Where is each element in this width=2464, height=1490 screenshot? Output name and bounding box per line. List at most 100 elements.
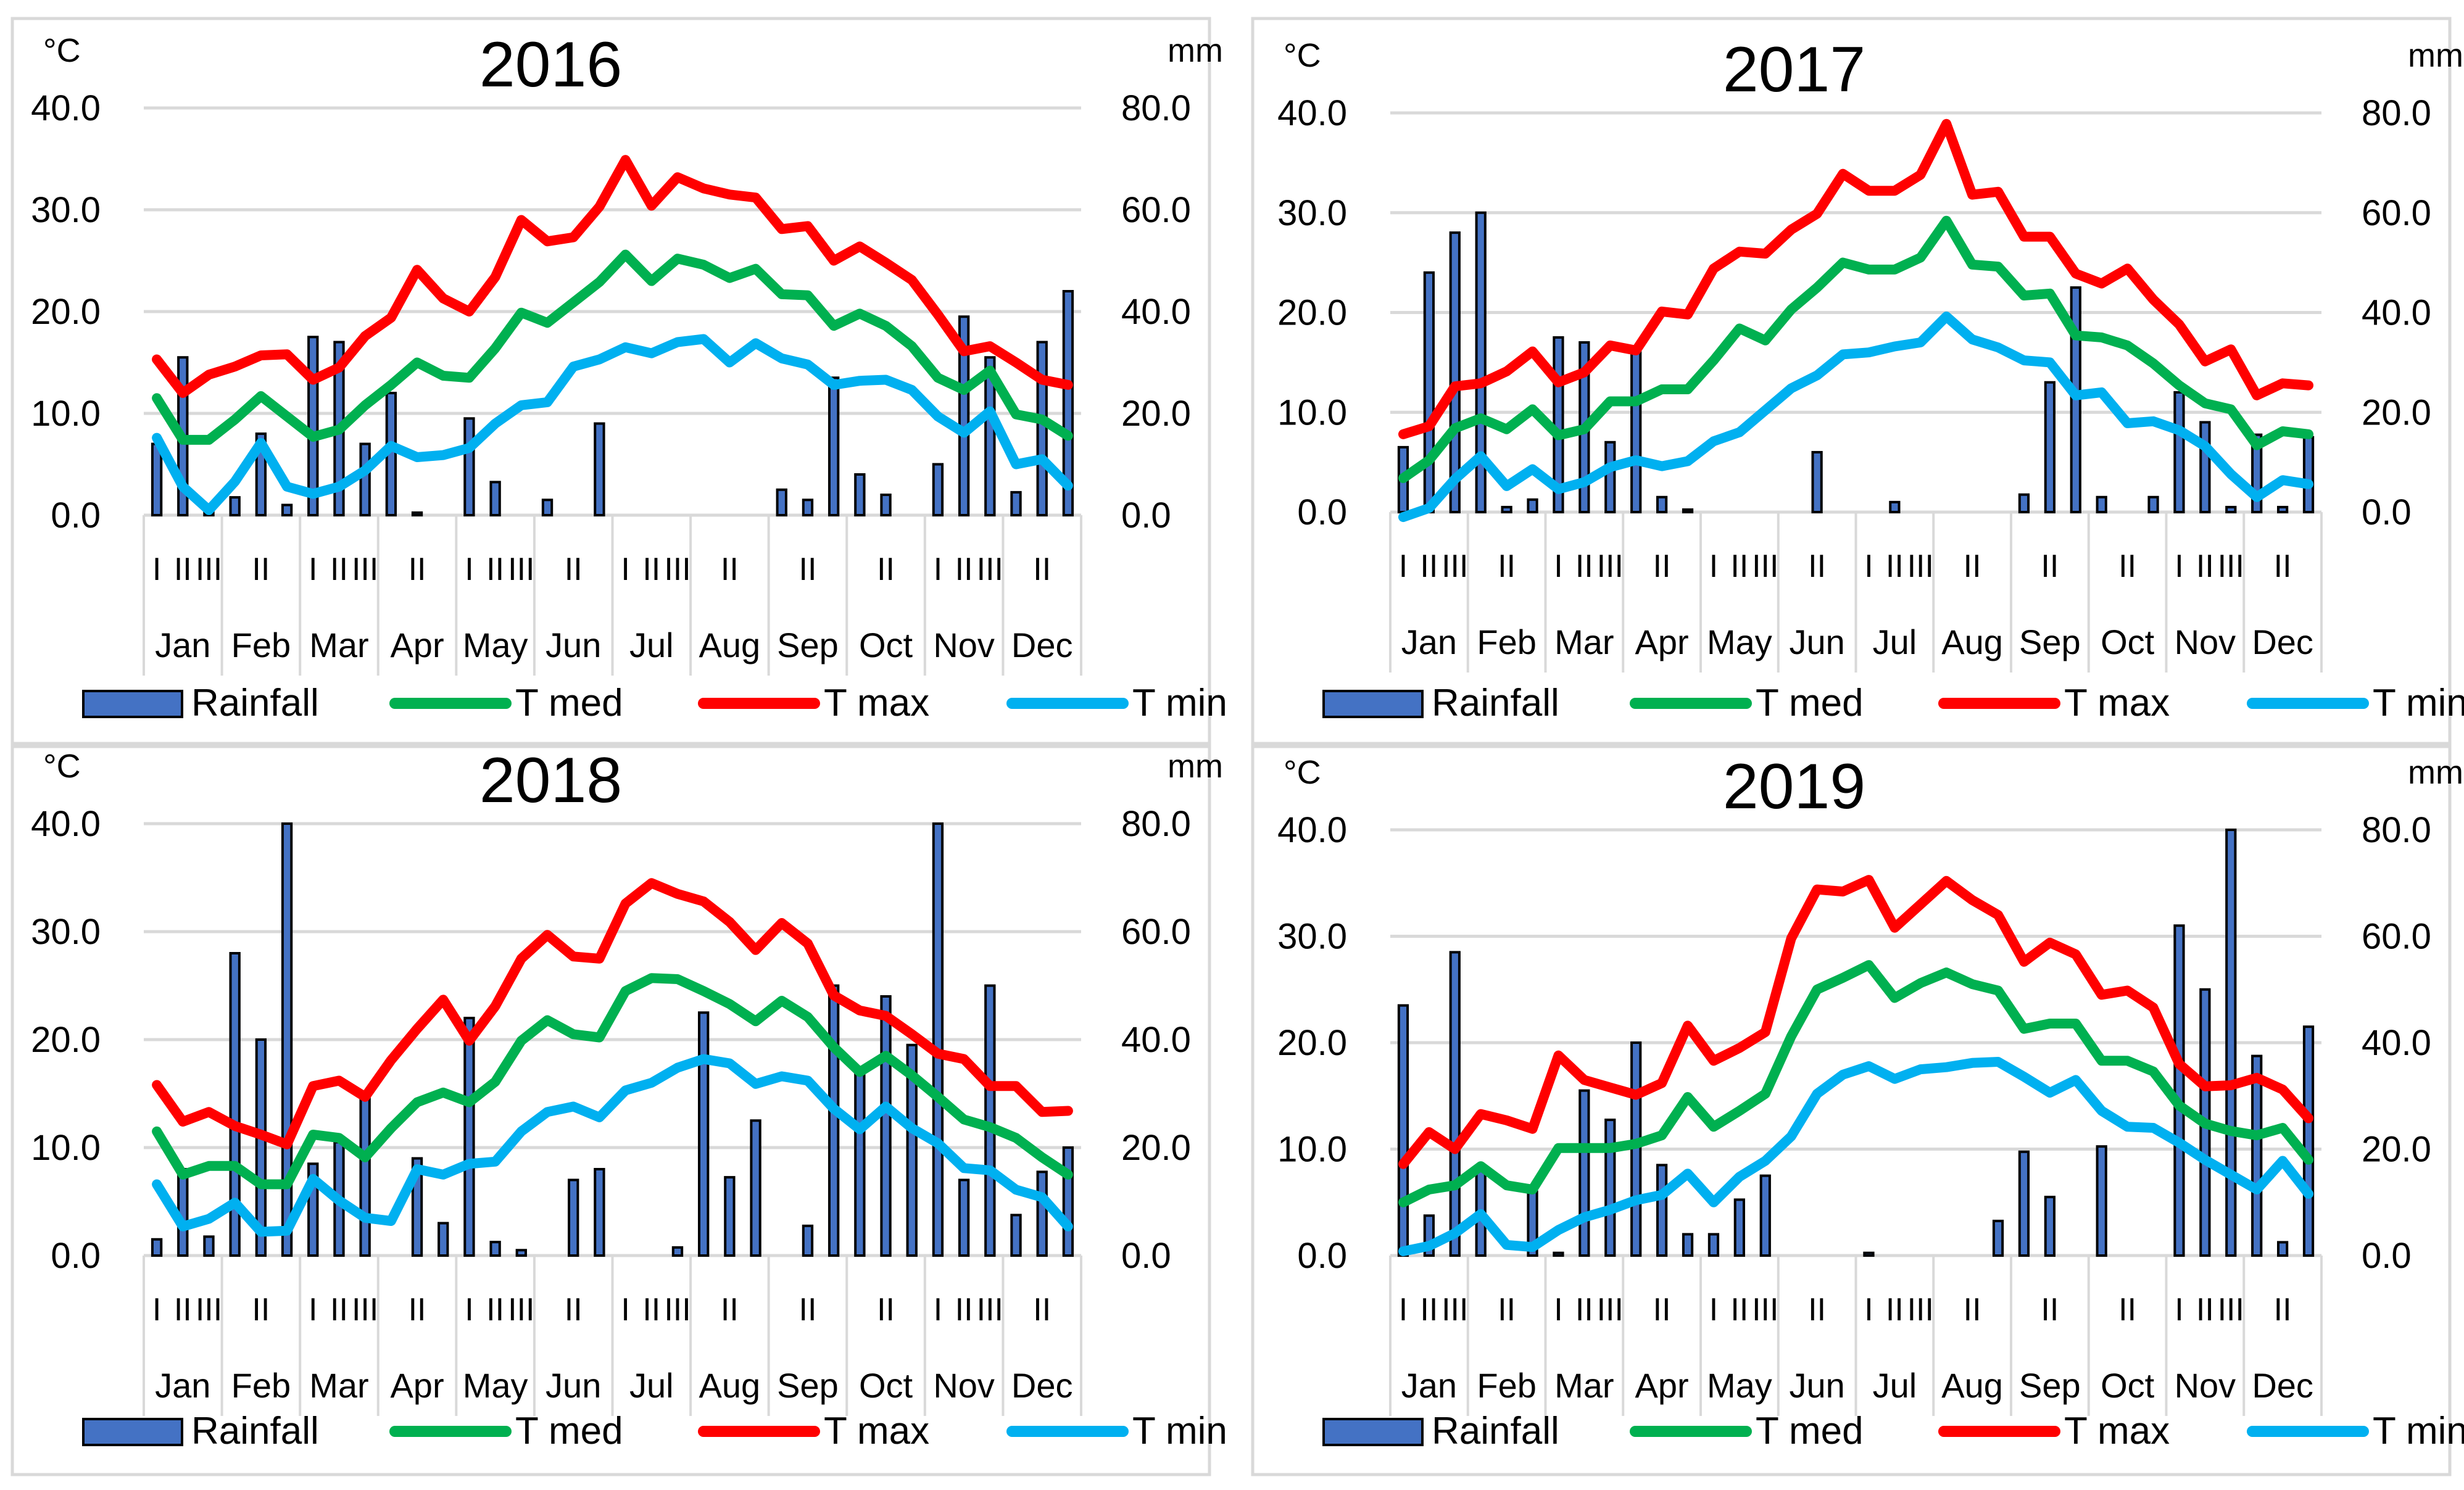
decade-label: II: [642, 552, 660, 587]
left-tick-label: 40.0: [31, 804, 101, 844]
month-label: Jun: [1789, 623, 1844, 661]
decade-label: II: [877, 1292, 895, 1328]
right-tick-label: 60.0: [2362, 193, 2431, 233]
decade-label: III: [977, 552, 1003, 587]
legend-label: T max: [824, 1410, 929, 1452]
right-tick-label: 40.0: [2362, 1023, 2431, 1063]
decade-label: III: [664, 1292, 691, 1328]
decade-label: II: [955, 552, 973, 587]
rainfall-bar: [359, 442, 371, 516]
decade-label: II: [565, 552, 583, 587]
decade-label: I: [621, 1292, 629, 1328]
left-tick-label: 30.0: [1277, 193, 1347, 233]
decade-label: III: [1907, 548, 1934, 584]
panel-border: [10, 17, 1211, 745]
decade-label: I: [152, 1292, 161, 1328]
chart-title: 2016: [479, 29, 622, 101]
month-label: Apr: [390, 626, 444, 664]
decade-label: III: [2218, 548, 2244, 584]
series-line-t-min: [1398, 312, 2313, 523]
right-tick-label: 0.0: [1121, 495, 1171, 536]
right-tick-label: 80.0: [2362, 93, 2431, 133]
rainfall-bar: [359, 1092, 371, 1257]
rainfall-bar: [984, 356, 996, 516]
rainfall-bar: [984, 984, 996, 1257]
month-label: Feb: [1477, 1366, 1537, 1405]
decade-label: III: [196, 1292, 222, 1328]
left-tick-label: 40.0: [1277, 810, 1347, 850]
month-label: Mar: [1554, 623, 1614, 661]
month-label: Dec: [2252, 1366, 2313, 1405]
decade-label: II: [1808, 1292, 1826, 1328]
decade-label: II: [2118, 548, 2136, 584]
decade-label: II: [1886, 1292, 1904, 1328]
rainfall-bar: [2302, 436, 2315, 513]
decade-label: I: [465, 1292, 473, 1328]
month-label: Jan: [1401, 623, 1457, 661]
left-tick-label: 20.0: [31, 1020, 101, 1060]
left-unit-label: °C: [43, 748, 81, 785]
panel-2017: 0.0 0.0 10.0 20.0 20.0 40.0 30.0 60.0 40.0 80.0 °C…: [1251, 17, 2464, 745]
right-tick-label: 80.0: [1121, 88, 1191, 128]
decade-label: III: [2218, 1292, 2244, 1328]
rainfall-bar: [1010, 490, 1022, 516]
rainfall-bar: [1036, 341, 1048, 516]
decade-label: III: [508, 552, 534, 587]
right-unit-label: mm: [1168, 32, 1223, 69]
rainfall-bar: [2276, 505, 2289, 513]
decade-label: II: [486, 552, 504, 587]
left-tick-label: 10.0: [1277, 392, 1347, 433]
decade-label: II: [1498, 548, 1516, 584]
rainfall-bar: [1036, 1170, 1048, 1257]
rainfall-bar: [1733, 1198, 1746, 1257]
rainfall-bar: [2044, 381, 2056, 513]
month-label: Sep: [777, 626, 839, 664]
month-label: Oct: [2101, 623, 2155, 661]
rainfall-bar: [1397, 1004, 1409, 1257]
decade-label: I: [1399, 1292, 1408, 1328]
right-tick-label: 80.0: [2362, 810, 2431, 850]
month-label: Mar: [1554, 1366, 1614, 1405]
rainfall-bar: [1604, 1119, 1616, 1257]
month-label: Apr: [390, 1366, 444, 1405]
legend-label: T min: [1132, 682, 1227, 724]
decade-label: II: [174, 1292, 192, 1328]
month-label: Nov: [2175, 623, 2236, 661]
right-tick-label: 0.0: [2362, 1236, 2412, 1276]
decade-label: II: [1730, 1292, 1748, 1328]
left-tick-label: 10.0: [31, 394, 101, 434]
rainfall-bar: [2302, 1025, 2315, 1257]
rainfall-bar: [2173, 924, 2185, 1257]
legend-label: Rainfall: [1432, 682, 1559, 724]
rainfall-bar: [880, 494, 892, 516]
decade-label: II: [721, 1292, 739, 1328]
decade-label: II: [2274, 1292, 2292, 1328]
decade-label: I: [1554, 1292, 1562, 1328]
month-label: Apr: [1635, 623, 1689, 661]
left-tick-label: 20.0: [31, 292, 101, 332]
rainfall-bar: [2147, 495, 2159, 513]
month-label: Nov: [933, 626, 995, 664]
right-tick-label: 20.0: [2362, 392, 2431, 433]
rainfall-bar: [2096, 495, 2107, 513]
rainfall-bar: [1656, 1164, 1668, 1257]
month-label: Dec: [1011, 1366, 1073, 1405]
decade-label: II: [2196, 1292, 2214, 1328]
rainfall-bar: [489, 1241, 501, 1257]
month-label: Feb: [231, 1366, 291, 1405]
decade-label: III: [1752, 1292, 1778, 1328]
month-label: Mar: [309, 626, 368, 664]
legend-label: T max: [2064, 682, 2170, 724]
rainfall-bar: [958, 1178, 970, 1257]
rainfall-bar: [2199, 421, 2211, 513]
rainfall-bar: [1527, 498, 1538, 513]
decade-label: II: [1575, 548, 1593, 584]
decade-label: II: [1420, 1292, 1438, 1328]
rainfall-bar: [1682, 508, 1694, 513]
decade-label: III: [1597, 548, 1624, 584]
decade-label: II: [252, 1292, 270, 1328]
month-label: Oct: [2101, 1366, 2155, 1405]
decade-label: II: [565, 1292, 583, 1328]
left-unit-label: °C: [1284, 754, 1321, 791]
